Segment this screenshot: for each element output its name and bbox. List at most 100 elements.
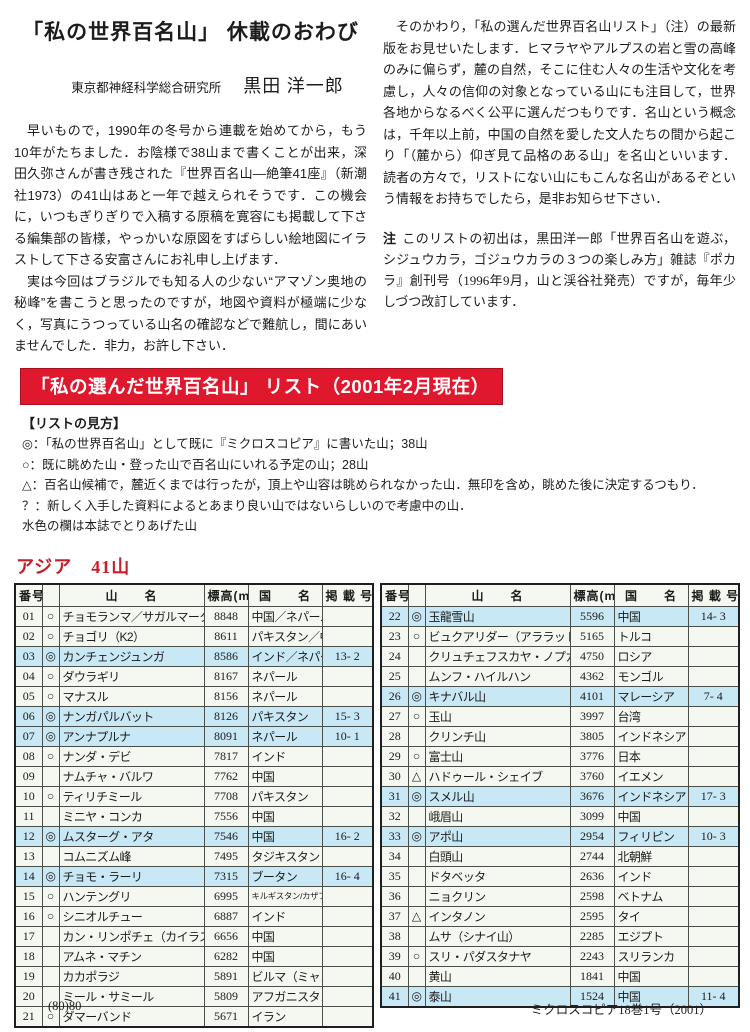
cell-elev: 3760	[569, 765, 615, 787]
cell-sym	[407, 725, 426, 747]
cell-sym	[407, 665, 426, 687]
cell-issue: 15- 3	[321, 705, 374, 727]
cell-elev: 2595	[569, 905, 615, 927]
table-row: 07 ◎ アンナプルナ 8091 ネパール 10- 1	[14, 725, 374, 747]
list-banner: 「私の選んだ世界百名山」 リスト（2001年2月現在）	[20, 368, 503, 405]
col-symbol	[41, 583, 60, 607]
table-row: 06 ◎ ナンガパルバット 8126 パキスタン 15- 3	[14, 705, 374, 727]
cell-issue	[687, 885, 740, 907]
table-body-left: 01○チョモランマ／サガルマータ8848中国／ネパール02○チョゴリ（K2）86…	[14, 605, 374, 1027]
table-row: 18 アムネ・マチン 6282 中国	[14, 945, 374, 967]
cell-no: 07	[14, 725, 43, 747]
cell-elev: 2744	[569, 845, 615, 867]
asia-section-heading: アジア 41山	[16, 556, 131, 577]
cell-name: ダマーバンド	[58, 1005, 205, 1027]
cell-sym: ◎	[407, 685, 426, 707]
cell-no: 40	[380, 965, 409, 987]
col-elevation: 標高(m)	[203, 583, 249, 607]
cell-no: 01	[14, 605, 43, 627]
cell-country: ビルマ（ミャンマー）	[247, 965, 323, 987]
cell-sym: ◎	[41, 645, 60, 667]
cell-issue	[321, 885, 374, 907]
footnote-label: 注	[383, 230, 397, 246]
cell-country: キルギスタン/カザフスタン	[247, 885, 323, 907]
cell-issue	[321, 845, 374, 867]
cell-elev: 7708	[203, 785, 249, 807]
cell-sym: ◎	[407, 825, 426, 847]
cell-elev: 6656	[203, 925, 249, 947]
cell-country: モンゴル	[613, 665, 689, 687]
legend-item: ○：既に眺めた山・登った山で百名山にいれる予定の山；28山	[22, 457, 369, 472]
cell-elev: 6282	[203, 945, 249, 967]
cell-name: ナンガパルバット	[58, 705, 205, 727]
article-paragraph: 早いもので，1990年の冬号から連載を始めてから，もう10年がたちました．お陰様…	[14, 123, 367, 267]
cell-no: 23	[380, 625, 409, 647]
cell-elev: 1524	[569, 985, 615, 1007]
table-row: 33 ◎ アポ山 2954 フィリピン 10- 3	[380, 825, 740, 847]
cell-name: 黄山	[424, 965, 571, 987]
cell-country: ロシア	[613, 645, 689, 667]
cell-name: 富士山	[424, 745, 571, 767]
cell-issue	[687, 845, 740, 867]
cell-issue	[687, 925, 740, 947]
cell-name: ナンダ・デビ	[58, 745, 205, 767]
cell-no: 09	[14, 765, 43, 787]
cell-country: ネパール	[247, 665, 323, 687]
cell-issue	[321, 765, 374, 787]
cell-sym: ◎	[407, 985, 426, 1007]
cell-elev: 7495	[203, 845, 249, 867]
cell-sym: ◎	[41, 705, 60, 727]
cell-sym	[407, 645, 426, 667]
cell-name: チョモ・ラーリ	[58, 865, 205, 887]
cell-sym	[41, 965, 60, 987]
byline: 東京都神経科学総合研究所 黒田 洋一郎	[14, 72, 367, 98]
col-issue: 掲 載 号	[321, 583, 374, 607]
cell-no: 02	[14, 625, 43, 647]
cell-elev: 8586	[203, 645, 249, 667]
cell-no: 29	[380, 745, 409, 767]
cell-issue	[687, 725, 740, 747]
cell-name: チョゴリ（K2）	[58, 625, 205, 647]
table-row: 09 ナムチャ・バルワ 7762 中国	[14, 765, 374, 787]
cell-issue	[321, 945, 374, 967]
cell-issue	[321, 625, 374, 647]
cell-country: インド／ネパール	[247, 645, 323, 667]
cell-name: アムネ・マチン	[58, 945, 205, 967]
cell-no: 19	[14, 965, 43, 987]
cell-country: 中国	[247, 825, 323, 847]
cell-sym: ○	[41, 685, 60, 707]
cell-country: 台湾	[613, 705, 689, 727]
cell-no: 34	[380, 845, 409, 867]
cell-sym	[407, 805, 426, 827]
col-mountain-name: 山 名	[58, 583, 205, 607]
cell-elev: 1841	[569, 965, 615, 987]
cell-sym: ◎	[407, 605, 426, 627]
cell-no: 21	[14, 1005, 43, 1027]
cell-no: 08	[14, 745, 43, 767]
table-row: 34 白頭山 2744 北朝鮮	[380, 845, 740, 867]
cell-sym	[407, 865, 426, 887]
cell-no: 26	[380, 685, 409, 707]
cell-sym	[41, 845, 60, 867]
cell-country: 中国／ネパール	[247, 605, 323, 627]
mountain-table-left: 番号 山 名 標高(m) 国 名 掲 載 号 01○チョモランマ／サガルマータ8…	[14, 582, 374, 1028]
cell-sym: △	[407, 905, 426, 927]
cell-elev: 8091	[203, 725, 249, 747]
cell-sym: ◎	[41, 825, 60, 847]
cell-elev: 8611	[203, 625, 249, 647]
cell-issue	[321, 785, 374, 807]
table-row: 35 ドタベッタ 2636 インド	[380, 865, 740, 887]
cell-elev: 8167	[203, 665, 249, 687]
cell-elev: 7762	[203, 765, 249, 787]
cell-no: 37	[380, 905, 409, 927]
cell-country: ブータン	[247, 865, 323, 887]
cell-sym: ○	[41, 1005, 60, 1027]
cell-no: 33	[380, 825, 409, 847]
table-header: 番号 山 名 標高(m) 国 名 掲 載 号	[14, 583, 374, 607]
cell-sym: ○	[41, 885, 60, 907]
cell-no: 17	[14, 925, 43, 947]
cell-issue	[321, 985, 374, 1007]
cell-no: 13	[14, 845, 43, 867]
